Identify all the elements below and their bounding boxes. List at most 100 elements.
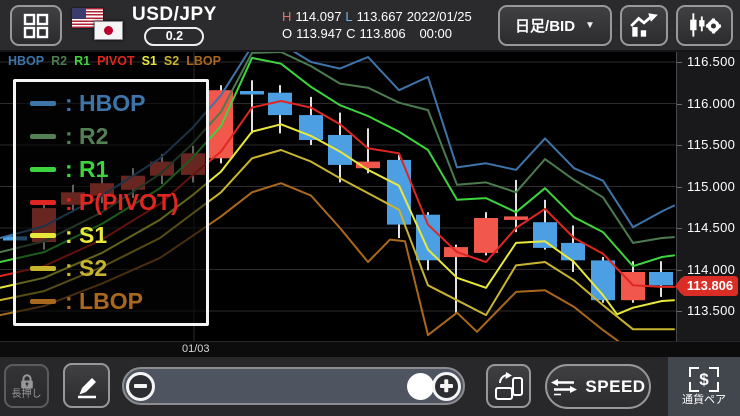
axis-tick-label: 114.000: [687, 261, 736, 277]
candle-body: [416, 214, 440, 261]
axis-tick-label: 116.000: [687, 95, 736, 111]
indicator-legend: : HBOP : R2 : R1 : P(PIVOT) : S1 : S2 : LBOP: [13, 79, 209, 326]
japan-flag-icon: [94, 21, 123, 40]
axis-tick-mark: [677, 269, 682, 271]
legend-label: : LBOP: [65, 288, 143, 314]
symbol-name: USD/JPY: [132, 4, 217, 25]
axis-tick-label: 115.000: [687, 178, 736, 194]
axis-tick-mark: [677, 103, 682, 105]
legend-item: : R2: [30, 120, 206, 153]
indicator-label-s2: S2: [163, 54, 180, 68]
legend-item: : HBOP: [30, 87, 206, 120]
ohlc-info: H 114.097 L 113.667 2022/01/25 O 113.947…: [282, 8, 472, 42]
candle-body: [268, 92, 292, 116]
indicator-label-r2: R2: [51, 54, 68, 68]
open-label: O: [282, 26, 293, 41]
draw-button[interactable]: [63, 363, 110, 408]
close-value: 113.806: [359, 26, 406, 41]
low-label: L: [345, 9, 353, 24]
zoom-out-button[interactable]: [126, 371, 155, 401]
candle-body: [504, 216, 528, 220]
high-value: 114.097: [295, 9, 342, 24]
chart-lock-button[interactable]: 長押し: [4, 364, 49, 408]
indicator-label-r1: R1: [74, 54, 91, 68]
legend-item: : LBOP: [30, 285, 206, 318]
candle-body: [561, 242, 585, 261]
candle-time: 00:00: [419, 26, 452, 41]
open-value: 113.947: [296, 26, 343, 41]
candle-body: [356, 161, 380, 169]
legend-item: : S1: [30, 219, 206, 252]
dollar-sign: $: [699, 370, 709, 389]
chart-canvas[interactable]: HBOP R2 R1 PIVOT S1 S2 LBOP : HBOP : R2 : R1 : P(…: [0, 52, 676, 341]
date-label: 01/03: [182, 343, 210, 355]
rotate-screen-button[interactable]: [486, 364, 531, 408]
grid-menu-icon: [23, 13, 49, 38]
legend-label: : S1: [65, 222, 108, 248]
flag-pair-icon: [70, 4, 128, 48]
lock-icon: [20, 373, 33, 389]
indicator-labels: HBOP R2 R1 PIVOT S1 S2 LBOP: [8, 54, 221, 68]
chart-row: HBOP R2 R1 PIVOT S1 S2 LBOP : HBOP : R2 : R1 : P(…: [0, 52, 740, 341]
speed-order-button[interactable]: SPEED: [545, 364, 651, 409]
speed-label: SPEED: [585, 376, 646, 396]
rotate-device-icon: [494, 372, 523, 400]
lock-label: 長押し: [11, 388, 42, 400]
axis-tick-label: 113.500: [687, 303, 736, 318]
candle-body: [591, 260, 615, 301]
symbol-selector[interactable]: USD/JPY 0.2: [70, 4, 270, 50]
price-axis: 113.806 116.500 116.000 115.500 115.000 114.…: [675, 52, 740, 341]
pair-label: 通貨ペア: [682, 394, 726, 406]
chart-type-button[interactable]: [620, 5, 668, 46]
axis-tick-label: 115.500: [687, 137, 736, 152]
zoom-slider-thumb[interactable]: [407, 373, 434, 400]
gear-icon: [705, 17, 721, 34]
chevron-down-icon: ▼: [585, 20, 595, 31]
timeframe-dropdown[interactable]: 日足/BID ▼: [498, 5, 612, 46]
legend-item: : P(PIVOT): [30, 186, 206, 219]
chart-settings-button[interactable]: [676, 5, 733, 46]
legend-line-swatch: [30, 134, 56, 139]
bottom-toolbar: 長押し: [0, 357, 740, 416]
legend-line-swatch: [30, 266, 56, 271]
axis-tick-mark: [677, 62, 682, 63]
indicator-label-hbop: HBOP: [8, 54, 45, 68]
legend-label: : R1: [65, 156, 109, 182]
spread-badge: 0.2: [144, 27, 205, 46]
indicator-label-s1: S1: [141, 54, 157, 68]
current-price-badge: 113.806: [675, 275, 738, 296]
zoom-in-button[interactable]: [432, 371, 461, 401]
legend-label: : P(PIVOT): [65, 189, 179, 215]
legend-label: : R2: [65, 123, 109, 149]
legend-item: : R1: [30, 153, 206, 186]
indicator-label-pivot: PIVOT: [97, 54, 135, 68]
legend-line-swatch: [30, 101, 56, 106]
axis-tick-mark: [677, 228, 682, 229]
top-bar: USD/JPY 0.2 H 114.097 L 113.667 2022/01/…: [0, 0, 740, 52]
line-chart-icon: [630, 12, 658, 37]
timeframe-label: 日足/BID: [515, 18, 576, 35]
low-value: 113.667: [356, 9, 403, 24]
axis-tick-label: 114.500: [687, 220, 736, 235]
currency-pair-button[interactable]: $ 通貨ペア: [668, 357, 740, 416]
legend-line-swatch: [30, 299, 56, 304]
currency-pair-icon: $: [689, 367, 719, 392]
indicator-label-lbop: LBOP: [186, 54, 221, 68]
high-label: H: [282, 9, 292, 24]
legend-line-swatch: [30, 167, 56, 172]
pencil-icon: [77, 377, 96, 398]
axis-tick-label: 116.500: [687, 54, 736, 69]
candle-body: [240, 91, 264, 95]
menu-button[interactable]: [10, 5, 62, 46]
zoom-slider[interactable]: [122, 367, 465, 405]
candle-date: 2022/01/25: [406, 9, 472, 24]
axis-tick-mark: [677, 186, 682, 188]
candle-body: [387, 159, 411, 225]
speed-arrows-icon: [551, 378, 578, 395]
legend-label: : S2: [65, 255, 108, 281]
candle-body: [533, 222, 557, 248]
legend-line-swatch: [30, 233, 56, 238]
candle-body: [474, 218, 498, 253]
axis-tick-mark: [677, 145, 682, 146]
